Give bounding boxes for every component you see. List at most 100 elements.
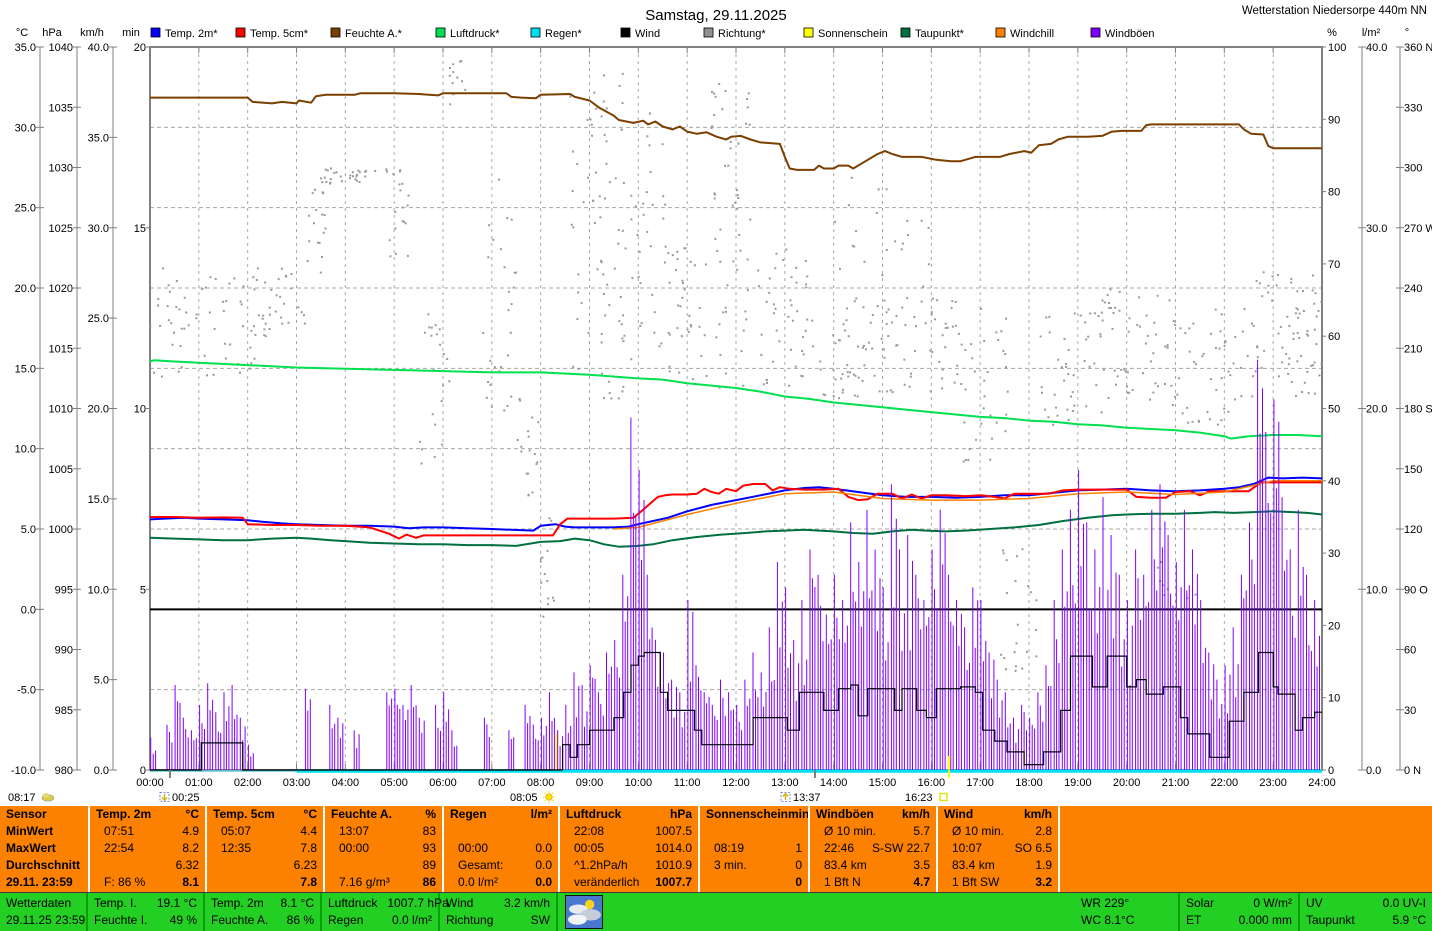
stats-table-filler [1060,806,1432,892]
legend-label-7: Sonnenschein [818,28,888,40]
stats-column-temp-5cm: Temp. 5cm °C 05:07 4.4 12:35 7.8 6.23 7.8 [207,806,325,892]
svg-text:60: 60 [1328,331,1340,343]
svg-text:0.0: 0.0 [94,765,109,777]
svg-text:210: 210 [1404,343,1422,355]
svg-text:20: 20 [1328,620,1340,632]
svg-text:1005: 1005 [49,464,73,476]
svg-text:19:00: 19:00 [1064,777,1092,789]
station-name: Wetterstation Niedersorpe 440m NN [1242,5,1427,17]
svg-text:03:00: 03:00 [283,777,311,789]
svg-text:04:00: 04:00 [332,777,360,789]
legend-label-9: Windchill [1010,28,1054,40]
stats-cell: 83.4 km 3.5 [824,858,930,872]
svg-text:990: 990 [55,645,73,657]
stats-column-header: Sonnenschein min [706,807,808,821]
svg-text:10: 10 [1328,693,1340,705]
stats-cell: 83.4 km 1.9 [952,858,1052,872]
svg-text:11:00: 11:00 [674,777,701,789]
stats-cell: 1 Bft N 4.7 [824,875,930,889]
statusbar-cell-1: Temp. I. 19.1 °C Feuchte I. 49 % [88,893,205,931]
stats-cell: ^1.2hPa/h 1010.9 [574,858,692,872]
svg-text:15: 15 [134,223,146,235]
stats-cell: 22:54 8.2 [104,841,199,855]
svg-text:30.0: 30.0 [1366,223,1387,235]
legend-label-2: Feuchte A.* [345,28,403,40]
svg-text:°C: °C [16,27,28,39]
legend: Temp. 2m* Temp. 5cm* Feuchte A.* Luftdruck*… [150,27,1155,40]
legend-swatch-1 [235,27,246,38]
svg-text:1020: 1020 [49,283,73,295]
svg-text:20.0: 20.0 [88,404,109,416]
svg-text:60: 60 [1404,645,1416,657]
svg-text:1030: 1030 [49,163,73,175]
stats-column-header: Luftdruck hPa [566,807,692,821]
statusbar-right-cell-2: UV 0.0 UV-I Taupunkt 5.9 °C [1306,896,1426,927]
svg-text:80: 80 [1328,187,1340,199]
svg-text:km/h: km/h [80,27,104,39]
stats-column-luftdruck: Luftdruck hPa 22:08 1007.5 00:05 1014.0 ^1.2hP… [560,806,700,892]
svg-text:20:00: 20:00 [1113,777,1141,789]
legend-swatch-2 [330,27,341,38]
astro-marker-label-4: 16:23 [905,792,933,804]
cloud-icon [41,793,55,802]
astro-markers: 08:17 00:25 08:05 13:37 16:23 [8,756,950,804]
left-axes: 35.0 30.0 25.0 20.0 15.0 10.0 5.0 0.0 -5.0 -10.0 1… [11,42,150,777]
astro-marker-label-3: 13:37 [793,792,821,804]
svg-text:°: ° [1405,27,1409,39]
svg-text:15.0: 15.0 [88,494,109,506]
svg-text:-10.0: -10.0 [11,765,36,777]
svg-text:15:00: 15:00 [869,777,897,789]
stats-row-label: Sensor [6,807,47,821]
stats-cell: 22:46 S-SW 22.7 [824,841,930,855]
svg-text:-5.0: -5.0 [17,685,36,697]
astro-marker-label-2: 08:05 [510,792,538,804]
svg-text:0 N: 0 N [1404,765,1421,777]
svg-text:50: 50 [1328,404,1340,416]
moonrise-icon [780,792,791,802]
stats-cell: Ø 10 min. 5.7 [824,824,930,838]
svg-text:12:00: 12:00 [722,777,750,789]
stats-cell: 13:07 83 [339,824,436,838]
svg-text:20: 20 [134,42,146,54]
stats-cell: 89 [422,858,436,872]
stats-cell: 05:07 4.4 [221,824,317,838]
astro-marker-label-1: 00:25 [172,792,200,804]
svg-text:1010: 1010 [49,404,73,416]
svg-text:5: 5 [140,584,146,596]
svg-text:14:00: 14:00 [820,777,848,789]
series-richtung-dots [149,60,1323,672]
svg-text:25.0: 25.0 [15,203,36,215]
svg-text:10:00: 10:00 [625,777,653,789]
svg-text:22:00: 22:00 [1211,777,1239,789]
time-axis-labels: 00:00 01:00 02:00 03:00 04:00 05:00 06:00 07:00… [136,777,1336,789]
svg-text:10: 10 [134,404,146,416]
legend-swatch-6 [703,27,714,38]
svg-text:10.0: 10.0 [88,584,109,596]
svg-text:40: 40 [1328,476,1340,488]
svg-text:270 W: 270 W [1404,223,1432,235]
svg-text:08:00: 08:00 [527,777,555,789]
svg-text:23:00: 23:00 [1259,777,1287,789]
svg-text:40.0: 40.0 [1366,42,1387,54]
legend-label-6: Richtung* [718,28,766,40]
svg-text:240: 240 [1404,283,1422,295]
svg-text:18:00: 18:00 [1015,777,1043,789]
stats-column-sonnenschein: Sonnenschein min 08:19 1 3 min. 0 0 [700,806,810,892]
stats-cell: 12:35 7.8 [221,841,317,855]
svg-text:16:00: 16:00 [918,777,946,789]
stats-column-header: Wind km/h [944,807,1052,821]
svg-text:150: 150 [1404,464,1422,476]
stats-cell [700,823,808,840]
svg-text:30: 30 [1328,548,1340,560]
svg-text:980: 980 [55,765,73,777]
svg-text:120: 120 [1404,524,1422,536]
svg-text:1000: 1000 [49,524,73,536]
stats-cell: 7.8 [300,875,317,889]
stats-cell: 6.23 [293,858,317,872]
svg-text:90: 90 [1328,114,1340,126]
stats-cell: 7.16 g/m³ 86 [339,875,436,889]
legend-label-10: Windböen [1105,28,1155,40]
stats-cell: 0 [795,875,802,889]
stats-cell: 0.0 l/m² 0.0 [458,875,552,889]
svg-text:20.0: 20.0 [1366,404,1387,416]
